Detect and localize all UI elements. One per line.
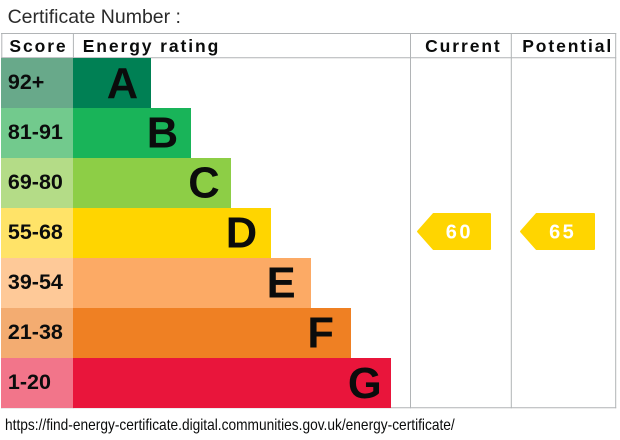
svg-text:C: C <box>188 159 219 207</box>
svg-text:21-38: 21-38 <box>8 319 63 343</box>
svg-text:Current: Current <box>425 36 502 56</box>
svg-text:65: 65 <box>549 221 576 243</box>
svg-text:Potential: Potential <box>522 36 613 56</box>
svg-text:Score: Score <box>9 36 67 56</box>
svg-text:F: F <box>307 309 334 357</box>
svg-text:Energy rating: Energy rating <box>83 36 221 56</box>
svg-text:69-80: 69-80 <box>8 169 63 193</box>
svg-text:39-54: 39-54 <box>8 269 63 293</box>
svg-text:A: A <box>107 59 138 107</box>
svg-text:D: D <box>226 209 257 257</box>
svg-text:55-68: 55-68 <box>8 219 63 243</box>
svg-text:60: 60 <box>446 221 473 243</box>
svg-text:E: E <box>267 259 296 307</box>
svg-text:B: B <box>147 109 178 157</box>
svg-text:1-20: 1-20 <box>8 369 51 393</box>
svg-text:G: G <box>348 359 382 407</box>
svg-text:81-91: 81-91 <box>8 119 63 143</box>
svg-text:92+: 92+ <box>8 69 44 93</box>
